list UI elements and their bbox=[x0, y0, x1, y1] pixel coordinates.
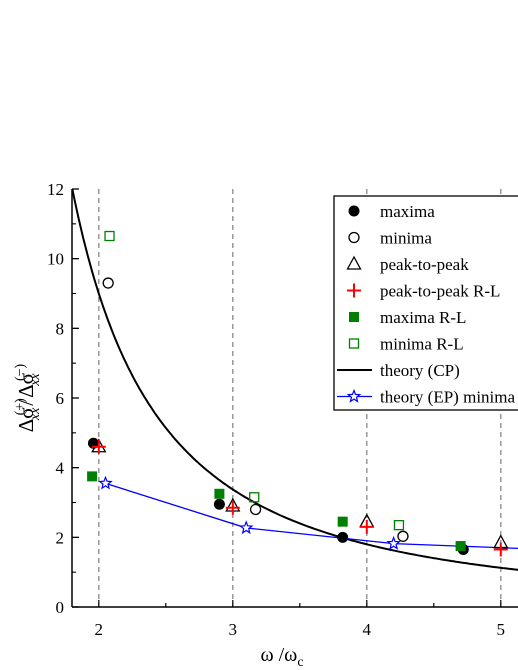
legend-item: maxima bbox=[348, 202, 435, 221]
data-point-maxima-r-l bbox=[337, 516, 348, 527]
data-point-theory-ep bbox=[238, 520, 254, 535]
legend-box bbox=[333, 195, 518, 411]
legend-marker bbox=[348, 205, 360, 217]
x-tick-label: 2 bbox=[95, 620, 104, 639]
data-point-maxima bbox=[213, 498, 225, 510]
legend-label: minima R-L bbox=[380, 335, 464, 354]
y-tick-label: 4 bbox=[56, 459, 65, 478]
legend-marker bbox=[346, 255, 362, 270]
legend-label: peak-to-peak bbox=[380, 255, 469, 274]
legend-label: theory (EP) minima bbox=[380, 388, 515, 407]
plot-area bbox=[72, 189, 518, 571]
series-line-theory-ep bbox=[105, 482, 518, 550]
axes: 0 2 4 6 8 10 12 2 3 4 5 ω /ωc Δσ(+)xx/Δσ(−)xx bbox=[13, 180, 518, 670]
legend-item: minima bbox=[348, 229, 432, 248]
x-tick-label: 4 bbox=[363, 620, 372, 639]
data-point-maxima-r-l bbox=[87, 471, 98, 482]
legend-marker bbox=[346, 388, 362, 403]
y-tick-label: 10 bbox=[47, 250, 64, 269]
data-point-maxima bbox=[337, 531, 349, 543]
data-point-peak-to-peak-r-l bbox=[91, 439, 106, 454]
data-point-minima bbox=[102, 277, 114, 289]
legend-label: peak-to-peak R-L bbox=[380, 282, 500, 301]
data-point-peak-to-peak-r-l bbox=[225, 500, 240, 515]
legend-marker bbox=[348, 338, 360, 349]
y-tick-label: 6 bbox=[56, 389, 65, 408]
legend-item: peak-to-peak R-L bbox=[347, 282, 500, 301]
legend-item: theory (EP) minima bbox=[337, 388, 515, 407]
x-tick-label: 5 bbox=[497, 620, 506, 639]
legend-label: theory (CP) bbox=[380, 361, 460, 380]
data-point-peak-to-peak-r-l bbox=[493, 542, 508, 557]
data-point-minima-r-l bbox=[249, 492, 260, 503]
legend-item: peak-to-peak bbox=[346, 255, 469, 274]
data-point-minima-r-l bbox=[393, 519, 405, 531]
data-point-theory-ep bbox=[98, 475, 113, 490]
data-point-theory-ep bbox=[386, 535, 401, 550]
data-point-minima-r-l bbox=[104, 230, 115, 242]
legend-label: maxima R-L bbox=[380, 308, 466, 327]
legend-label: minima bbox=[380, 229, 432, 248]
legend-item: minima R-L bbox=[348, 335, 464, 354]
legend: maxima minima peak-to-peak peak-to-peak R-L… bbox=[333, 195, 518, 411]
data-point-minima bbox=[249, 503, 262, 516]
legend-marker bbox=[347, 283, 361, 298]
data-point-maxima-r-l bbox=[214, 488, 225, 499]
x-axis-title: ω /ωc bbox=[260, 644, 303, 670]
legend-marker bbox=[349, 312, 359, 322]
legend-label: maxima bbox=[380, 202, 435, 221]
legend-marker bbox=[348, 231, 360, 244]
y-tick-label: 0 bbox=[56, 598, 65, 617]
y-tick-label: 12 bbox=[47, 180, 64, 199]
legend-item: maxima R-L bbox=[349, 308, 466, 327]
y-axis-title: Δσ(+)xx/Δσ(−)xx bbox=[13, 363, 43, 432]
data-point-minima bbox=[397, 530, 409, 542]
series-line-theory-cp bbox=[72, 189, 518, 571]
legend-item: theory (CP) bbox=[337, 361, 460, 380]
data-point-peak-to-peak-r-l bbox=[359, 519, 374, 534]
y-tick-label: 2 bbox=[56, 528, 65, 547]
y-tick-label: 8 bbox=[56, 319, 65, 338]
data-point-maxima-r-l bbox=[455, 541, 466, 552]
x-tick-label: 3 bbox=[229, 620, 238, 639]
